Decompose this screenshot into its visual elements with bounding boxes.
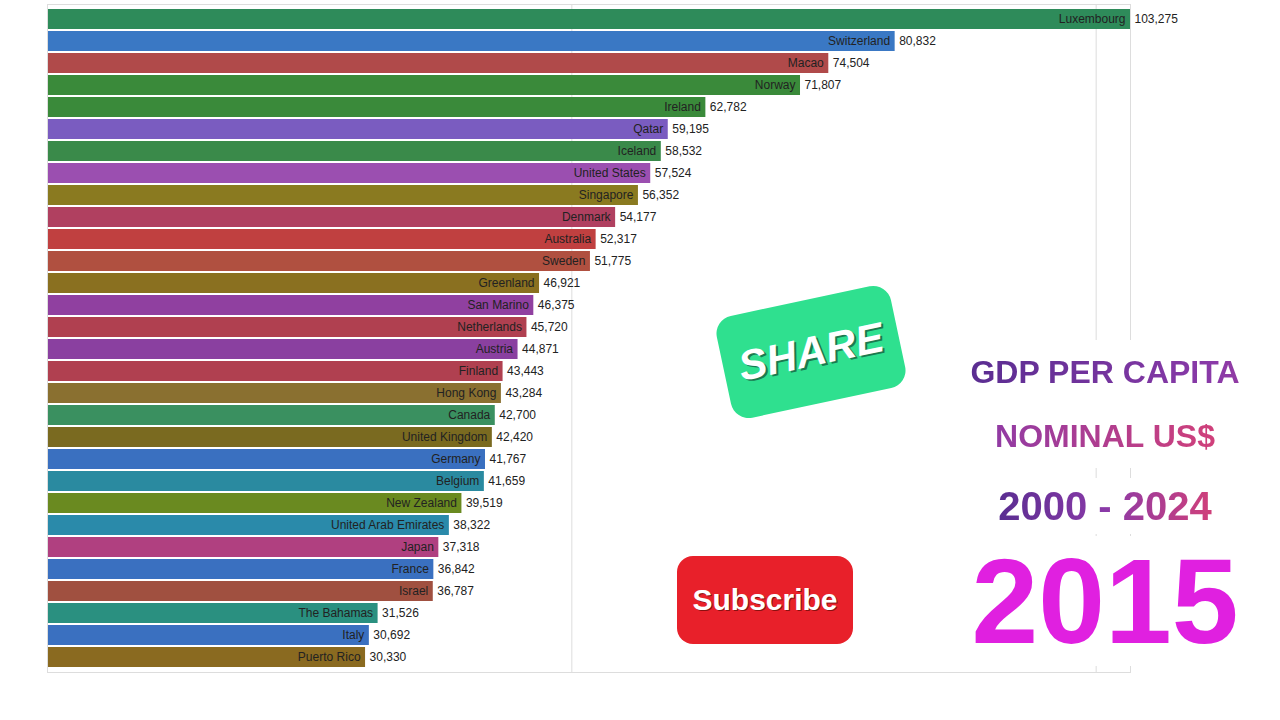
svg-text:44,871: 44,871	[522, 342, 559, 356]
svg-text:36,787: 36,787	[437, 584, 474, 598]
svg-text:74,504: 74,504	[833, 56, 870, 70]
svg-text:Japan: Japan	[401, 540, 434, 554]
html-text:GDP PER CAPITA NOMINAL US$: GDP PER CAPITA NOMINAL US$	[970, 354, 1240, 454]
svg-text:New Zealand: New Zealand	[386, 496, 457, 510]
svg-text:54,177: 54,177	[620, 210, 657, 224]
svg-text:Germany: Germany	[431, 452, 480, 466]
svg-text:56,352: 56,352	[642, 188, 679, 202]
svg-text:45,720: 45,720	[531, 320, 568, 334]
svg-text:58,532: 58,532	[665, 144, 702, 158]
svg-text:Austria: Austria	[476, 342, 514, 356]
html-text:SHARE: SHARE	[734, 313, 888, 390]
svg-text:Singapore: Singapore	[579, 188, 634, 202]
svg-text:Belgium: Belgium	[436, 474, 479, 488]
svg-text:Australia: Australia	[544, 232, 591, 246]
html-text:2000 - 2024: 2000 - 2024	[998, 484, 1212, 528]
svg-text:United States: United States	[574, 166, 646, 180]
svg-text:Luxembourg: Luxembourg	[1059, 12, 1126, 26]
svg-text:71,807: 71,807	[805, 78, 842, 92]
svg-text:Switzerland: Switzerland	[828, 34, 890, 48]
svg-text:80,832: 80,832	[899, 34, 936, 48]
svg-text:41,659: 41,659	[488, 474, 525, 488]
html-text:Subscribe: Subscribe	[692, 583, 838, 616]
svg-text:38,322: 38,322	[453, 518, 490, 532]
svg-text:Sweden: Sweden	[542, 254, 585, 268]
svg-text:Norway: Norway	[755, 78, 796, 92]
svg-text:Finland: Finland	[459, 364, 498, 378]
svg-text:30,692: 30,692	[373, 628, 410, 642]
svg-text:41,767: 41,767	[489, 452, 526, 466]
svg-text:Iceland: Iceland	[618, 144, 657, 158]
svg-text:Italy: Italy	[342, 628, 364, 642]
svg-text:42,700: 42,700	[499, 408, 536, 422]
svg-text:103,275: 103,275	[1135, 12, 1179, 26]
svg-text:San Marino: San Marino	[467, 298, 529, 312]
svg-text:37,318: 37,318	[443, 540, 480, 554]
svg-text:36,842: 36,842	[438, 562, 475, 576]
svg-text:59,195: 59,195	[672, 122, 709, 136]
svg-text:Qatar: Qatar	[633, 122, 663, 136]
svg-text:30,330: 30,330	[370, 650, 407, 664]
svg-text:42,420: 42,420	[496, 430, 533, 444]
svg-text:39,519: 39,519	[466, 496, 503, 510]
svg-text:The Bahamas: The Bahamas	[298, 606, 373, 620]
svg-text:Denmark: Denmark	[562, 210, 612, 224]
svg-text:Canada: Canada	[448, 408, 490, 422]
html-text:2015: 2015	[971, 534, 1239, 668]
svg-text:United Kingdom: United Kingdom	[402, 430, 487, 444]
svg-text:43,443: 43,443	[507, 364, 544, 378]
svg-text:Puerto Rico: Puerto Rico	[298, 650, 361, 664]
svg-text:Hong Kong: Hong Kong	[436, 386, 496, 400]
svg-text:France: France	[391, 562, 429, 576]
svg-text:Greenland: Greenland	[478, 276, 534, 290]
svg-text:31,526: 31,526	[382, 606, 419, 620]
svg-text:57,524: 57,524	[655, 166, 692, 180]
svg-text:Israel: Israel	[399, 584, 428, 598]
svg-text:United Arab Emirates: United Arab Emirates	[331, 518, 444, 532]
svg-text:52,317: 52,317	[600, 232, 637, 246]
svg-text:62,782: 62,782	[710, 100, 747, 114]
svg-text:Ireland: Ireland	[664, 100, 701, 114]
svg-text:43,284: 43,284	[505, 386, 542, 400]
svg-text:46,921: 46,921	[544, 276, 581, 290]
svg-text:Netherlands: Netherlands	[457, 320, 522, 334]
svg-text:46,375: 46,375	[538, 298, 575, 312]
svg-text:Macao: Macao	[788, 56, 824, 70]
svg-text:51,775: 51,775	[594, 254, 631, 268]
